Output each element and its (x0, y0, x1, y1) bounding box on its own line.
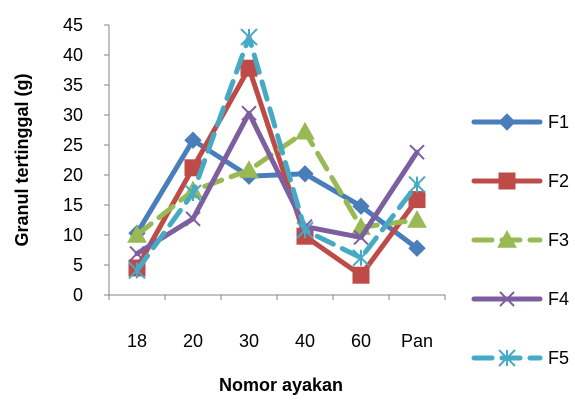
legend-item-f5: F5 (471, 348, 569, 368)
y-tick-label: 40 (63, 45, 83, 65)
data-point-f3 (127, 224, 147, 243)
y-tick-label: 30 (63, 105, 83, 125)
legend-marker-f1 (498, 113, 516, 131)
x-tick-label: Pan (401, 331, 433, 351)
series-f4 (129, 105, 425, 262)
legend-item-f3: F3 (471, 229, 569, 250)
data-point-f5 (296, 221, 314, 239)
x-tick-label: 20 (183, 331, 203, 351)
data-point-f1 (184, 131, 202, 149)
data-point-f5 (408, 175, 426, 194)
legend: F1 F2 F3 F4 F5 (471, 112, 569, 368)
data-point-f3 (295, 121, 315, 140)
data-point-f4 (129, 245, 145, 262)
y-tick-label: 25 (63, 135, 83, 155)
y-tick-label: 0 (73, 285, 83, 305)
y-axis-title: Granul tertinggal (g) (12, 73, 32, 246)
data-point-f1 (296, 165, 314, 183)
x-tick-label: 18 (127, 331, 147, 351)
y-tick-label: 5 (73, 255, 83, 275)
data-point-f5 (352, 249, 370, 267)
legend-label-f3: F3 (548, 230, 569, 250)
legend-marker-f5 (498, 349, 516, 367)
legend-item-f4: F4 (471, 289, 569, 309)
series-line-f4 (134, 110, 420, 257)
y-tick-label: 15 (63, 195, 83, 215)
data-point-f1 (352, 197, 370, 215)
series-line-f5 (134, 34, 420, 273)
data-point-f5 (240, 28, 258, 46)
legend-item-f2: F2 (471, 171, 569, 191)
x-tick-label: 40 (295, 331, 315, 351)
data-point-f4 (353, 229, 369, 246)
legend-label-f4: F4 (548, 289, 569, 309)
legend-item-f1: F1 (471, 112, 569, 132)
legend-marker-f4 (499, 291, 515, 307)
series-f5 (128, 28, 426, 280)
plot-area: 0 5 10 15 20 25 30 35 40 45 18 20 30 40 60 Pan (63, 15, 446, 351)
x-tick-label: 30 (239, 331, 259, 351)
data-point-f3 (407, 209, 427, 228)
series-f2 (128, 59, 426, 284)
legend-label-f2: F2 (548, 171, 569, 191)
legend-marker-f3 (497, 229, 517, 248)
data-point-f5 (184, 184, 202, 202)
data-point-f4 (409, 144, 425, 160)
data-point-f4 (185, 211, 201, 227)
y-tick-label: 20 (63, 165, 83, 185)
data-point-f4 (241, 105, 257, 121)
data-point-f1 (408, 239, 426, 257)
data-point-f5 (128, 261, 146, 280)
y-tick-label: 10 (63, 225, 83, 245)
x-axis-title: Nomor ayakan (219, 375, 343, 395)
legend-label-f5: F5 (548, 348, 569, 368)
x-tick-label: 60 (351, 331, 371, 351)
y-tick-label: 35 (63, 75, 83, 95)
data-point-f2 (352, 266, 370, 284)
y-tick-label: 45 (63, 15, 83, 35)
legend-label-f1: F1 (548, 112, 569, 132)
series-line-f2 (134, 65, 420, 278)
legend-marker-f2 (498, 172, 516, 190)
data-point-f3 (239, 160, 259, 178)
